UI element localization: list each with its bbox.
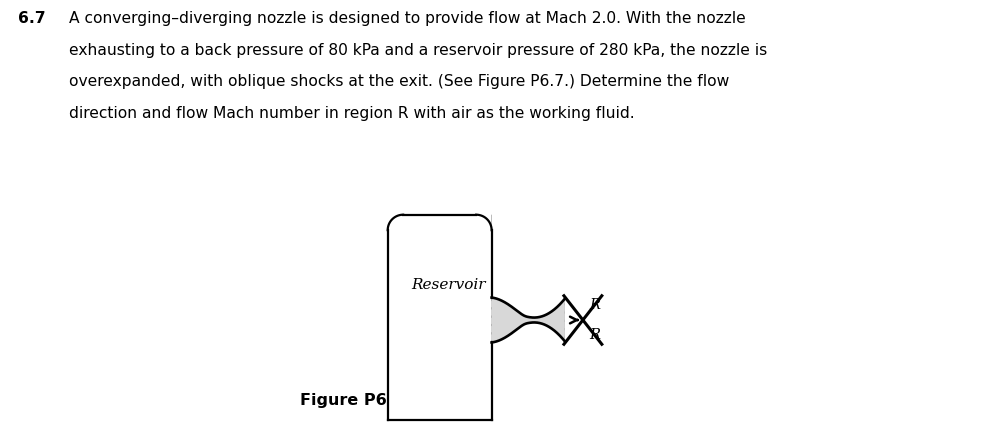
Text: Reservoir: Reservoir [411,278,486,292]
Text: A converging–diverging nozzle is designed to provide flow at Mach 2.0. With the : A converging–diverging nozzle is designe… [69,11,745,26]
Text: 6.7: 6.7 [18,11,45,26]
Text: direction and flow Mach number in region R with air as the working fluid.: direction and flow Mach number in region… [69,106,634,121]
Polygon shape [388,215,564,420]
Text: overexpanded, with oblique shocks at the exit. (See Figure P6.7.) Determine the : overexpanded, with oblique shocks at the… [69,74,729,89]
Text: R: R [589,299,600,312]
Polygon shape [389,216,491,418]
Text: R: R [589,328,600,342]
Text: Figure P6.7: Figure P6.7 [300,393,404,408]
Polygon shape [387,214,491,418]
Polygon shape [492,298,564,342]
Text: exhausting to a back pressure of 80 kPa and a reservoir pressure of 280 kPa, the: exhausting to a back pressure of 80 kPa … [69,43,767,58]
